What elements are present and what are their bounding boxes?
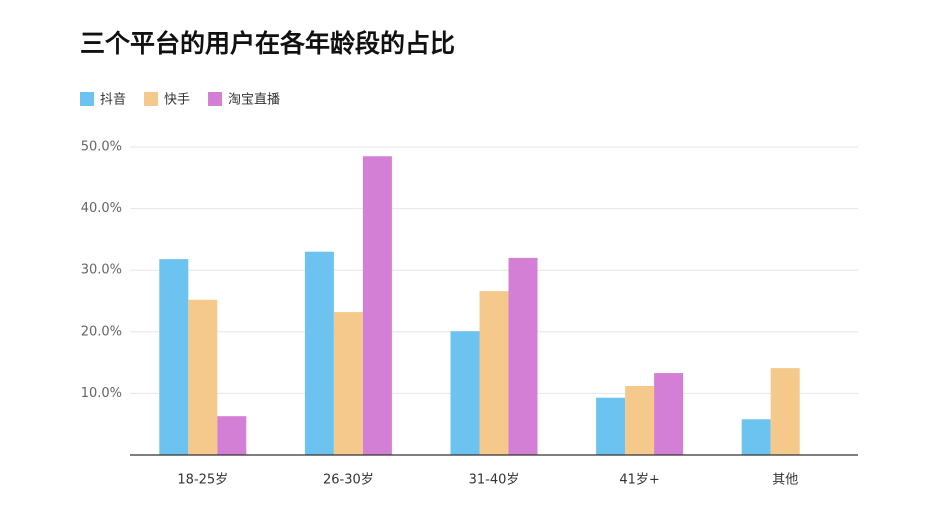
bar: [217, 416, 247, 455]
bar: [188, 299, 218, 455]
legend-label: 快手: [164, 93, 190, 108]
bar: [362, 156, 392, 456]
bar: [770, 368, 800, 455]
y-tick-label: 30.0%: [81, 263, 122, 278]
y-tick-label: 20.0%: [81, 324, 122, 339]
legend-label: 抖音: [100, 92, 126, 108]
bar: [741, 419, 771, 455]
bar: [450, 331, 480, 455]
legend-swatch: [208, 92, 223, 106]
bar: [508, 257, 538, 455]
x-tick-label: 26-30岁: [323, 473, 374, 488]
y-tick-label: 40.0%: [81, 201, 122, 216]
bar: [159, 259, 189, 455]
x-tick-label: 31-40岁: [469, 473, 520, 488]
x-tick-label: 其他: [772, 473, 798, 488]
x-tick-label: 41岁+: [619, 473, 659, 488]
bar: [654, 373, 684, 455]
bar: [596, 397, 626, 455]
y-tick-label: 50.0%: [81, 140, 122, 155]
legend-swatch: [144, 92, 159, 106]
legend-swatch: [80, 92, 94, 106]
bar: [625, 386, 655, 455]
bar: [333, 312, 363, 455]
bar: [479, 291, 509, 455]
x-tick-label: 18-25岁: [177, 473, 228, 488]
chart-title: 三个平台的用户在各年龄段的占比: [80, 29, 455, 58]
bar: [304, 251, 334, 455]
y-tick-label: 10.0%: [81, 386, 122, 401]
legend-label: 淘宝直播: [228, 93, 280, 108]
